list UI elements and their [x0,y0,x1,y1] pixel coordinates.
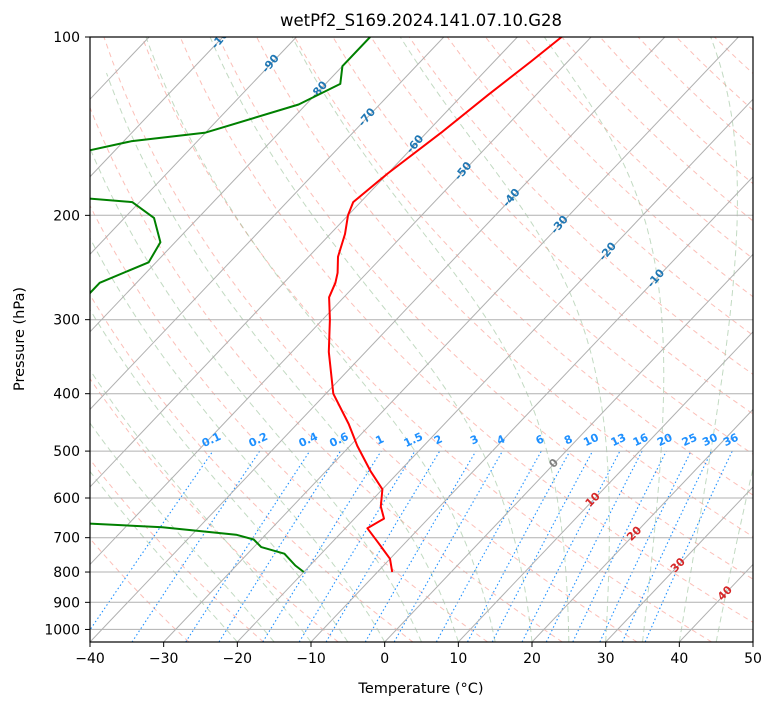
isotherm-line [90,37,371,333]
dry-adiabat-line [294,37,753,496]
mixing-ratio-label: 20 [655,431,675,449]
moist-adiabat-line [90,147,422,642]
mixing-ratio-line [545,450,643,642]
isotherm-line [531,408,753,642]
x-tick-label: 30 [597,651,615,667]
isotherm-line [90,37,224,178]
mixing-ratio-label: 30 [700,431,720,449]
y-tick-label: 100 [53,30,80,46]
x-tick-label: 50 [744,651,762,667]
x-tick-label: 10 [449,651,467,667]
mixing-ratio-line [218,450,341,642]
moist-adiabat-line [399,37,610,642]
x-axis: −40 −30 −20 −10 0 10 20 30 40 50 [75,642,762,667]
mixing-ratio-line [435,450,542,642]
dewpoint-line [90,37,371,573]
dry-adiabat-line [179,37,753,623]
y-tick-label: 1000 [44,622,80,638]
x-axis-title: Temperature (°C) [357,681,483,697]
isotherm-line [236,98,753,642]
isotherm-line [605,486,753,642]
isotherm-line [90,37,297,256]
mixing-ratio-labels: 0.1 0.2 0.4 0.6 1 1.5 2 3 4 6 8 10 13 16 20 25 30 36 [200,430,741,450]
isotherm-line [457,331,753,642]
moist-adiabat-line [145,37,496,642]
moist-adiabat-line [291,37,570,642]
mixing-ratio-label: 25 [680,431,699,449]
moist-adiabat-line [678,37,738,642]
chart-title: wetPf2_S169.2024.141.07.10.G28 [280,11,562,31]
mixing-ratio-line [572,450,667,642]
dry-adiabat-line [217,37,753,580]
x-tick-label: −10 [296,651,326,667]
temperature-line [327,37,563,573]
dry-adiabat-line [90,204,488,642]
moist-adiabat-line [90,470,238,642]
mixing-ratio-line [262,450,382,642]
moist-adiabat-line [543,37,665,642]
moist-adiabat-line [90,369,312,642]
dry-adiabat-line [141,37,712,642]
mixing-ratio-label: 36 [721,431,741,449]
moist-adiabat-line [106,72,459,642]
mixing-ratio-line [90,450,214,631]
x-tick-label: 40 [670,651,688,667]
mixing-ratio-line [185,450,311,642]
mixing-ratio-line [467,450,571,642]
isobars [90,37,753,630]
isotherm-line [90,37,666,642]
y-tick-label: 200 [53,208,80,224]
y-tick-label: 900 [53,595,80,611]
plot-frame [89,36,754,643]
profile-series [90,37,563,573]
y-tick-label: 700 [53,531,80,547]
isotherm-line [90,37,518,488]
isotherm-line [384,253,753,642]
mixing-ratio-line [393,450,503,642]
moist-adiabats [90,37,753,642]
moist-adiabat-line [209,37,533,642]
moist-adiabat-line [90,308,349,642]
mixing-ratio-label: 10 [581,431,601,449]
y-tick-label: 500 [53,444,80,460]
isotherms [90,37,753,642]
dry-adiabat-line [90,458,264,642]
mixing-ratio-label: 13 [609,431,628,449]
x-tick-label: −20 [223,651,253,667]
isotherm-line [163,37,739,642]
y-axis-title: Pressure (hPa) [12,287,28,391]
y-axis: 100 200 300 400 500 600 700 800 900 1000 [44,30,90,638]
plot-background [90,37,753,642]
x-tick-label: −40 [75,651,105,667]
x-tick-label: 0 [380,651,389,667]
mixing-ratio-label: 16 [631,431,651,449]
mixing-ratio-line [298,450,416,642]
y-tick-label: 300 [53,313,80,329]
dry-adiabat-line [408,37,753,375]
dry-adiabat-line [90,106,563,642]
moist-adiabat-line [715,466,753,642]
y-tick-label: 800 [53,565,80,581]
isotherm-line [90,37,445,411]
background-lines [90,37,753,642]
dry-adiabat-line [103,37,638,642]
isotherm-line [310,176,753,642]
x-tick-label: −30 [149,651,179,667]
y-tick-label: 400 [53,387,80,403]
y-tick-label: 600 [53,491,80,507]
x-tick-label: 20 [523,651,541,667]
isotherm-line [90,37,592,566]
